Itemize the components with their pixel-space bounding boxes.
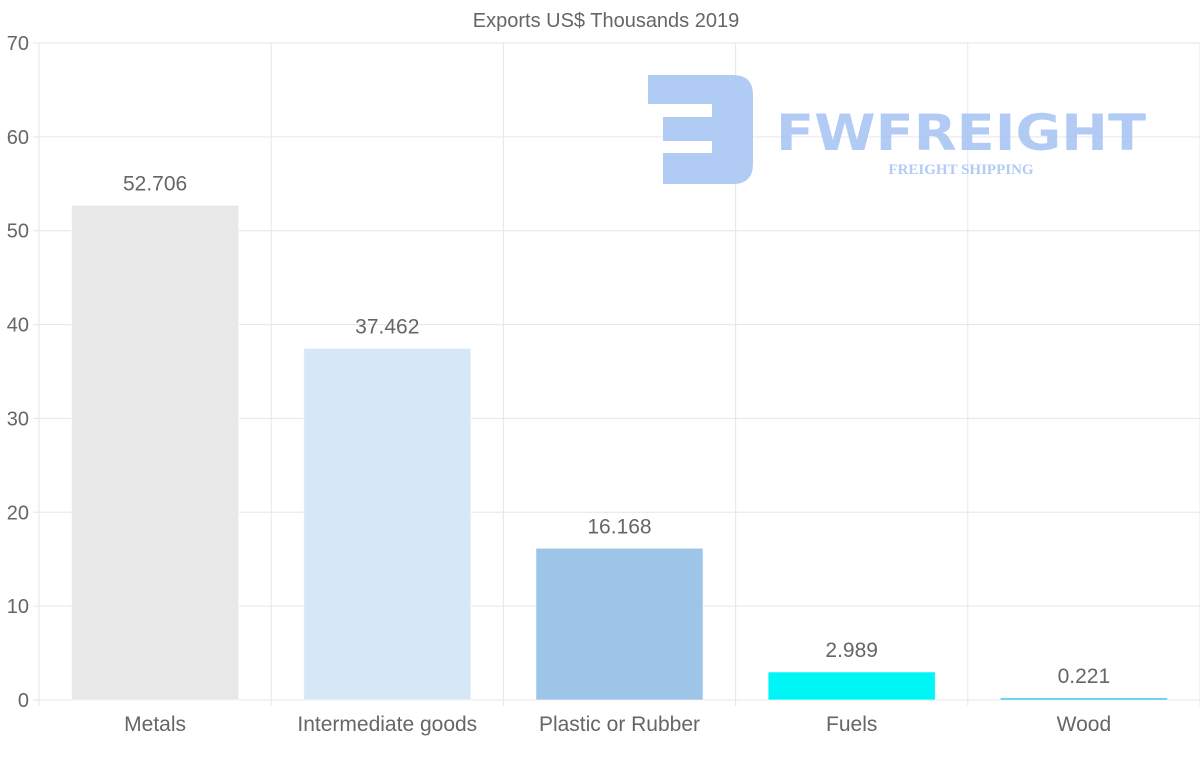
x-tick-label: Intermediate goods <box>297 713 477 736</box>
data-label: 37.462 <box>355 315 419 338</box>
bar-metals <box>71 204 240 701</box>
y-tick-label: 60 <box>7 127 29 149</box>
data-label: 52.706 <box>123 172 187 195</box>
y-tick-label: 30 <box>7 408 29 430</box>
y-tick-label: 0 <box>18 690 29 712</box>
data-label: 2.989 <box>825 639 878 662</box>
svg-text:FWFREIGHT: FWFREIGHT <box>776 104 1146 162</box>
bar-intermediate-goods <box>303 347 472 701</box>
x-tick-label: Wood <box>1057 713 1111 736</box>
svg-text:FREIGHT SHIPPING: FREIGHT SHIPPING <box>888 162 1033 178</box>
x-tick-label: Plastic or Rubber <box>539 713 700 736</box>
y-axis: 0 10 20 30 40 50 60 70 <box>7 33 29 712</box>
fwfreight-logo-watermark: FWFREIGHT FREIGHT SHIPPING <box>648 75 1146 184</box>
y-tick-label: 10 <box>7 596 29 618</box>
x-tick-label: Metals <box>124 713 186 736</box>
x-axis: Metals Intermediate goods Plastic or Rubbe… <box>124 713 1111 736</box>
y-tick-label: 70 <box>7 33 29 55</box>
chart-title: Exports US$ Thousands 2019 <box>473 10 739 32</box>
bar-plastic-or-rubber <box>535 547 704 701</box>
data-label: 0.221 <box>1058 665 1111 688</box>
x-tick-label: Fuels <box>826 713 877 736</box>
data-label: 16.168 <box>587 515 651 538</box>
y-tick-label: 20 <box>7 502 29 524</box>
y-tick-label: 50 <box>7 221 29 243</box>
bars: 52.706 37.462 16.168 2.989 0.221 <box>71 172 1168 701</box>
y-tick-label: 40 <box>7 315 29 337</box>
bar-fuels <box>767 671 936 701</box>
bar-wood <box>999 697 1168 701</box>
